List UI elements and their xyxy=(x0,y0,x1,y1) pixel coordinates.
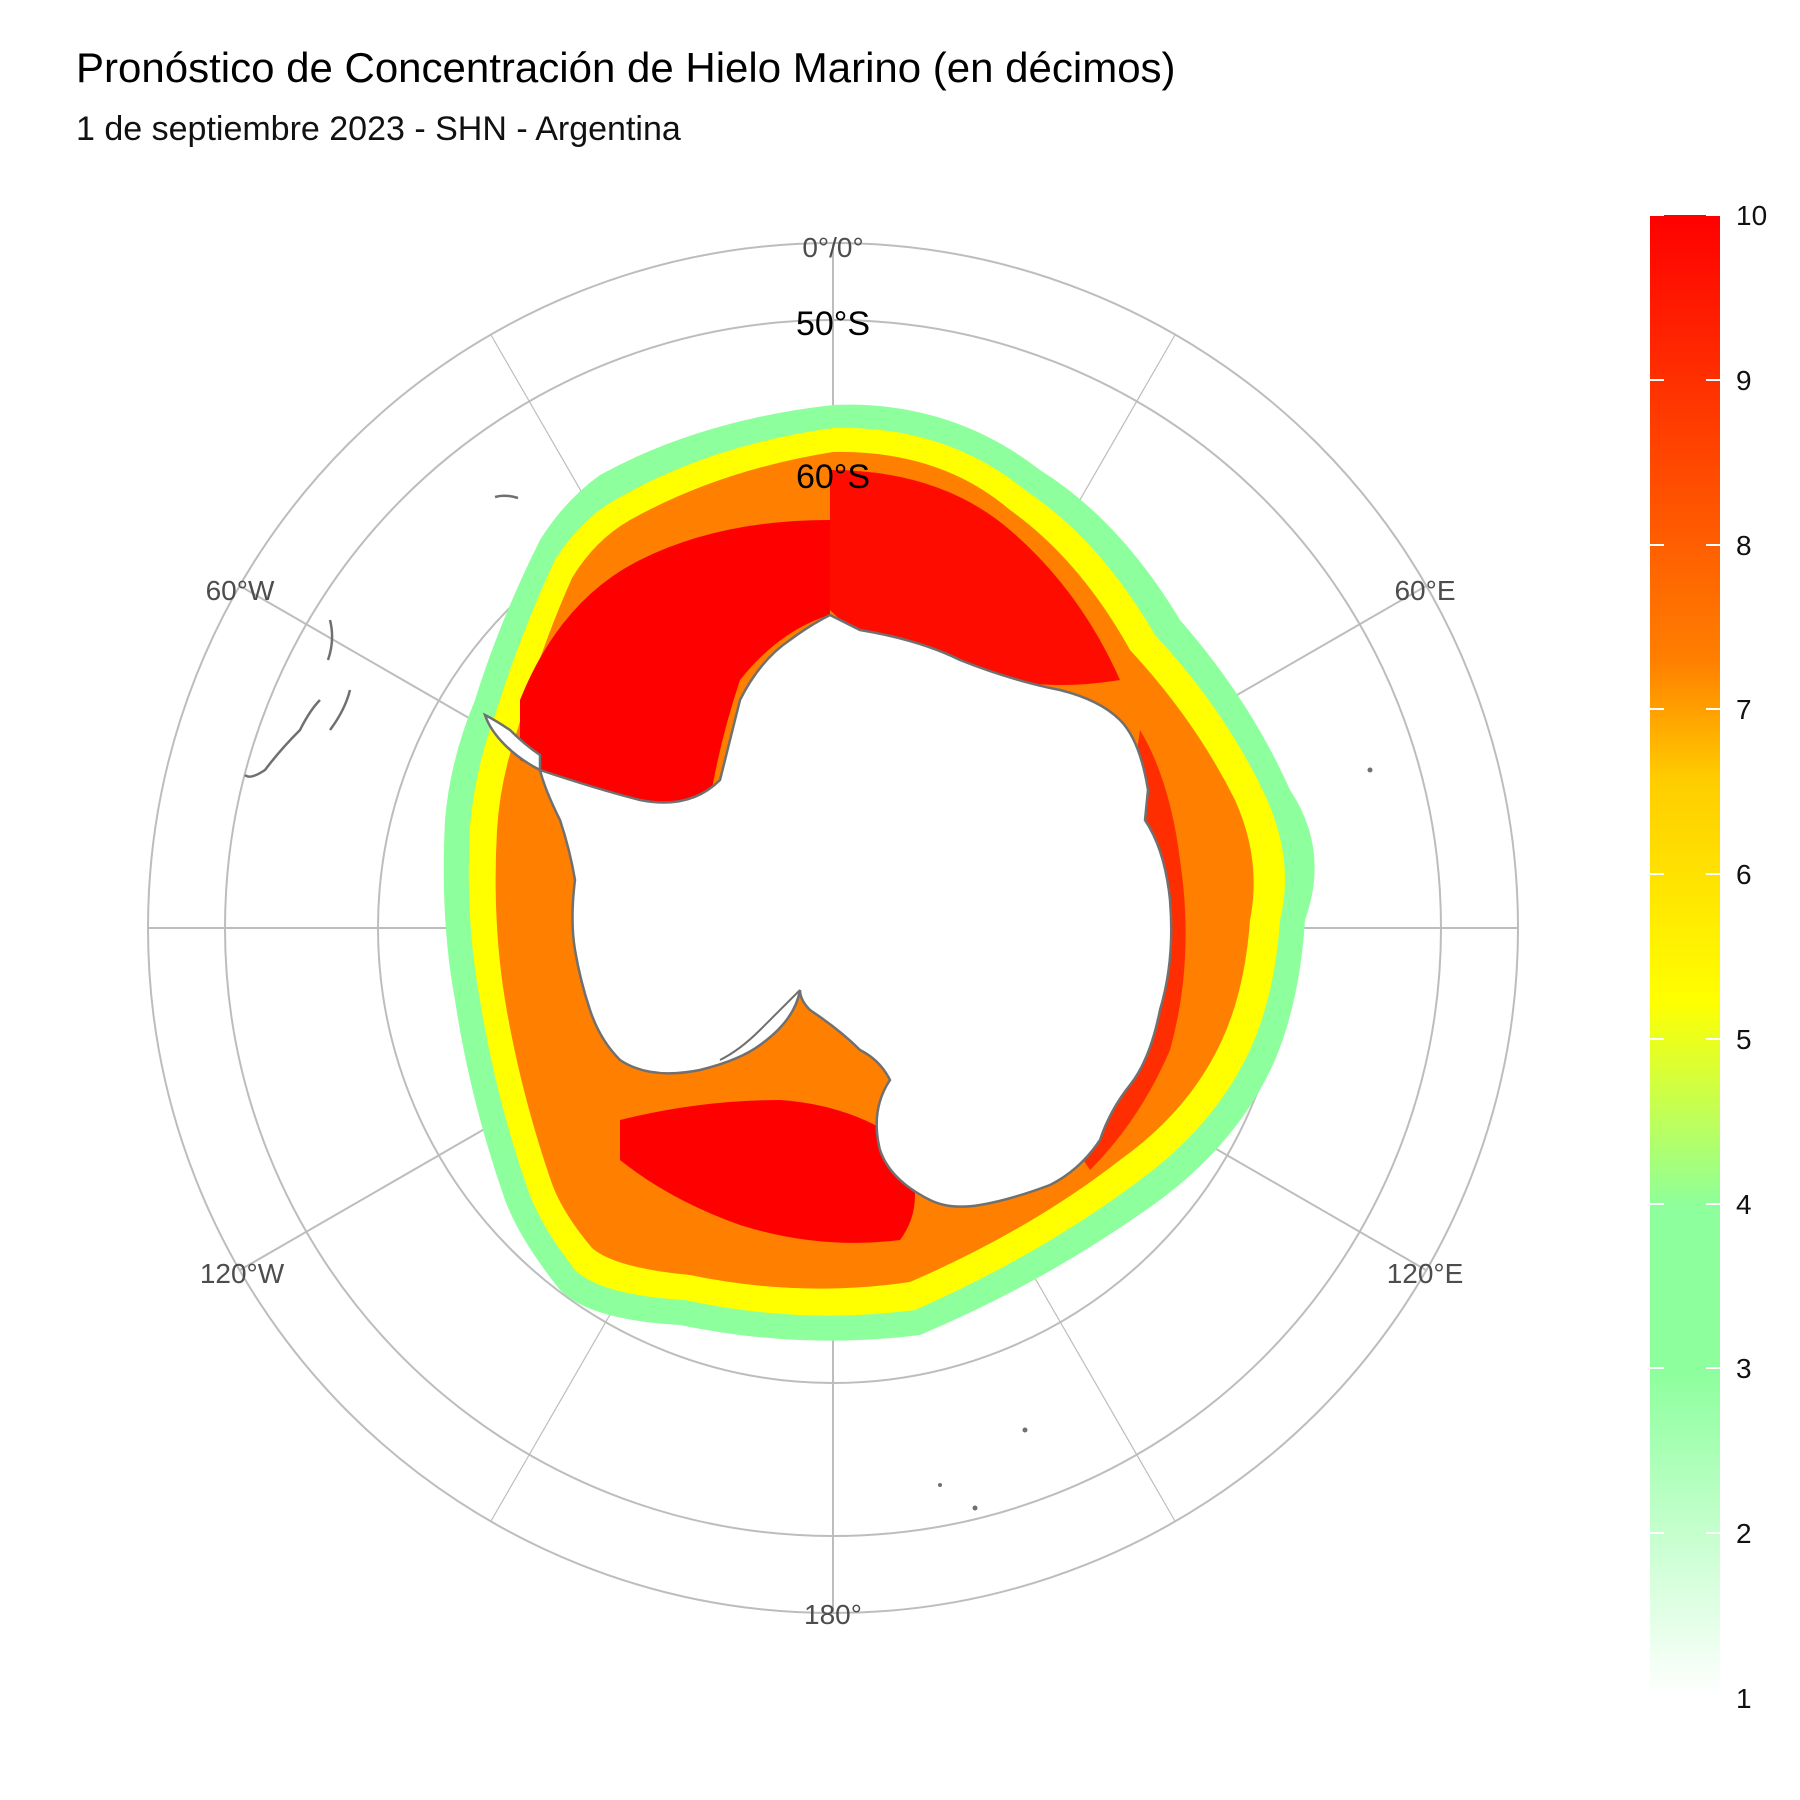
antarctic-peninsula xyxy=(482,712,542,773)
ice-max-weddell xyxy=(520,520,830,805)
colorbar-label-5: 5 xyxy=(1736,1024,1752,1055)
map-subtitle: 1 de septiembre 2023 - SHN - Argentina xyxy=(76,110,681,148)
colorbar-label-6: 6 xyxy=(1736,859,1752,890)
lat-label-60s: 60°S xyxy=(796,458,870,496)
island-south-georgia xyxy=(494,494,519,500)
island-macquarie-1 xyxy=(1022,1427,1028,1433)
map-title: Pronóstico de Concentración de Hielo Mar… xyxy=(76,44,1176,91)
colorbar-gradient xyxy=(1650,215,1720,1698)
colorbar-legend: 10 9 8 7 6 5 4 3 2 1 xyxy=(1650,200,1767,1714)
lon-label-0: 0°/0° xyxy=(802,232,863,263)
island-macquarie-3 xyxy=(972,1505,978,1511)
lon-label-180: 180° xyxy=(804,1599,862,1630)
lon-label-60e: 60°E xyxy=(1394,575,1455,606)
lon-label-120w: 120°W xyxy=(200,1258,285,1289)
colorbar-label-1: 1 xyxy=(1736,1683,1752,1714)
ice-max-east xyxy=(830,470,1120,685)
island-heard xyxy=(1367,767,1373,773)
island-macquarie-2 xyxy=(938,1483,942,1487)
antarctica-coastline xyxy=(538,613,1173,1208)
colorbar-label-3: 3 xyxy=(1736,1353,1752,1384)
colorbar-ticks xyxy=(1650,214,1720,1534)
ice-max-ross xyxy=(620,1100,915,1243)
ross-ice-shelf xyxy=(719,989,801,1061)
south-america-coastline xyxy=(244,619,352,778)
lon-label-120e: 120°E xyxy=(1387,1258,1464,1289)
antarctica-landmass xyxy=(482,613,1173,1208)
colorbar-label-8: 8 xyxy=(1736,530,1752,561)
colorbar-label-4: 4 xyxy=(1736,1189,1752,1220)
lon-label-60w: 60°W xyxy=(206,575,275,606)
colorbar-label-2: 2 xyxy=(1736,1518,1752,1549)
lat-label-50s: 50°S xyxy=(796,305,870,343)
colorbar-label-7: 7 xyxy=(1736,694,1752,725)
colorbar-label-10: 10 xyxy=(1736,200,1767,231)
colorbar-label-9: 9 xyxy=(1736,365,1752,396)
